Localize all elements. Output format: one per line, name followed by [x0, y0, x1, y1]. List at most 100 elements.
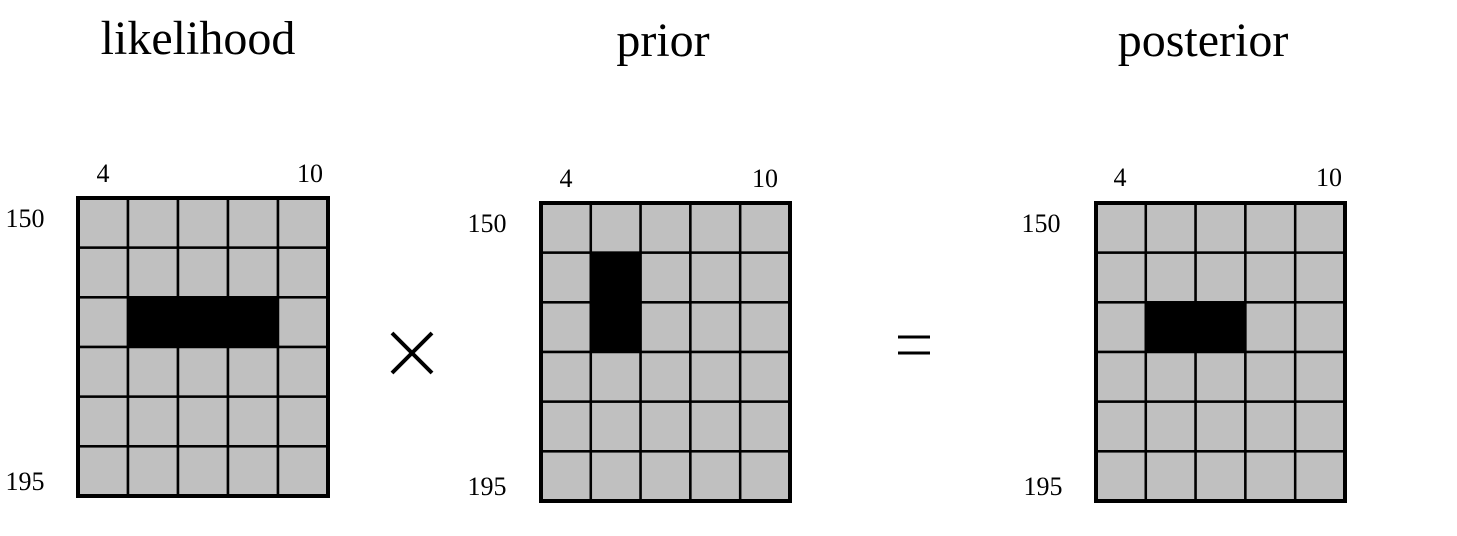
- grid-cell: [76, 196, 130, 249]
- grid-cell: [589, 350, 642, 403]
- col-start-label: 4: [97, 159, 110, 188]
- grid-cell: [639, 201, 692, 254]
- grid-cell: [639, 350, 692, 403]
- grid-cell: [1144, 450, 1197, 503]
- grid-cell: [76, 296, 130, 349]
- grid-cell: [1244, 400, 1297, 453]
- grid-cell: [276, 246, 330, 299]
- grid-cell: [738, 450, 792, 503]
- posterior-grid: [1094, 201, 1347, 503]
- grid-cell: [689, 450, 742, 503]
- grid-cell: [1094, 350, 1148, 403]
- grid-cell: [126, 395, 180, 448]
- grid-cell: [276, 445, 330, 498]
- panel-title: prior: [616, 14, 709, 67]
- grid-cell: [226, 445, 280, 498]
- grid-border: [76, 196, 330, 498]
- row-start-label: 150: [468, 209, 507, 238]
- grid-cell: [176, 345, 230, 398]
- col-start-label: 4: [1114, 163, 1127, 192]
- grid-cell: [589, 400, 642, 453]
- grid-cell: [689, 201, 742, 254]
- panel-title: posterior: [1118, 14, 1289, 67]
- grid-cell: [1293, 450, 1347, 503]
- grid-cell: [76, 345, 130, 398]
- grid-cell: [1244, 251, 1297, 304]
- grid-cell: [1293, 201, 1347, 254]
- grid-cell: [1244, 350, 1297, 403]
- grid-border: [1094, 201, 1347, 503]
- grid-cell: [738, 201, 792, 254]
- grid-cell: [689, 251, 742, 304]
- grid-cell: [1244, 301, 1297, 354]
- row-start-label: 150: [1022, 209, 1061, 238]
- row-end-label: 195: [468, 472, 507, 501]
- grid-cell: [76, 395, 130, 448]
- likelihood-grid: [76, 196, 330, 498]
- grid-cell: [176, 196, 230, 249]
- grid-cell: [589, 201, 642, 254]
- grid-cell: [1194, 350, 1247, 403]
- grid-cell: [126, 345, 180, 398]
- panel-likelihood: likelihood 4 10 150 195: [6, 12, 330, 498]
- col-start-label: 4: [560, 164, 573, 193]
- grid-cell: [1194, 450, 1247, 503]
- grid-cell: [639, 400, 692, 453]
- grid-cell: [276, 345, 330, 398]
- grid-cell: [226, 246, 280, 299]
- grid-cell: [126, 445, 180, 498]
- grid-cell-filled: [1194, 301, 1247, 354]
- grid-cell: [226, 196, 280, 249]
- grid-cell: [276, 196, 330, 249]
- grid-cell-filled: [589, 301, 642, 354]
- grid-cell: [539, 301, 593, 354]
- grid-cell: [639, 301, 692, 354]
- grid-cell: [76, 445, 130, 498]
- grid-cell: [689, 350, 742, 403]
- grid-cell: [1293, 400, 1347, 453]
- grid-cell: [176, 445, 230, 498]
- row-end-label: 195: [1024, 472, 1063, 501]
- grid-cell: [639, 450, 692, 503]
- grid-cell: [76, 246, 130, 299]
- grid-cell: [126, 246, 180, 299]
- grid-cell-filled: [126, 296, 180, 349]
- row-end-label: 195: [6, 467, 45, 496]
- grid-cell: [226, 345, 280, 398]
- grid-cell: [1144, 201, 1197, 254]
- col-end-label: 10: [297, 159, 323, 188]
- grid-cell: [1293, 251, 1347, 304]
- grid-cell: [1144, 350, 1197, 403]
- grid-cell: [738, 350, 792, 403]
- grid-cell: [1094, 201, 1148, 254]
- grid-cell: [539, 450, 593, 503]
- equals-operator: [898, 335, 930, 355]
- grid-cell: [276, 395, 330, 448]
- grid-cell: [539, 201, 593, 254]
- col-end-label: 10: [752, 164, 778, 193]
- grid-cell: [589, 450, 642, 503]
- col-end-label: 10: [1316, 163, 1342, 192]
- grid-cell: [1094, 301, 1148, 354]
- grid-cell: [1094, 450, 1148, 503]
- grid-cell: [276, 296, 330, 349]
- grid-cell: [1244, 450, 1297, 503]
- panel-prior: prior 4 10 150 195: [468, 14, 792, 503]
- grid-cell: [1144, 400, 1197, 453]
- grid-cell: [738, 251, 792, 304]
- panel-title: likelihood: [101, 12, 296, 65]
- panel-posterior: posterior 4 10 150 195: [1022, 14, 1347, 503]
- grid-cell: [689, 400, 742, 453]
- grid-cell: [1293, 350, 1347, 403]
- grid-cell-filled: [589, 251, 642, 304]
- grid-border: [539, 201, 792, 503]
- grid-cell-filled: [176, 296, 230, 349]
- grid-cell: [1094, 400, 1148, 453]
- grid-cell-filled: [226, 296, 280, 349]
- grid-cell: [1194, 201, 1247, 254]
- multiply-operator: [390, 331, 434, 375]
- grid-cell: [1293, 301, 1347, 354]
- grid-cell: [226, 395, 280, 448]
- grid-cell: [639, 251, 692, 304]
